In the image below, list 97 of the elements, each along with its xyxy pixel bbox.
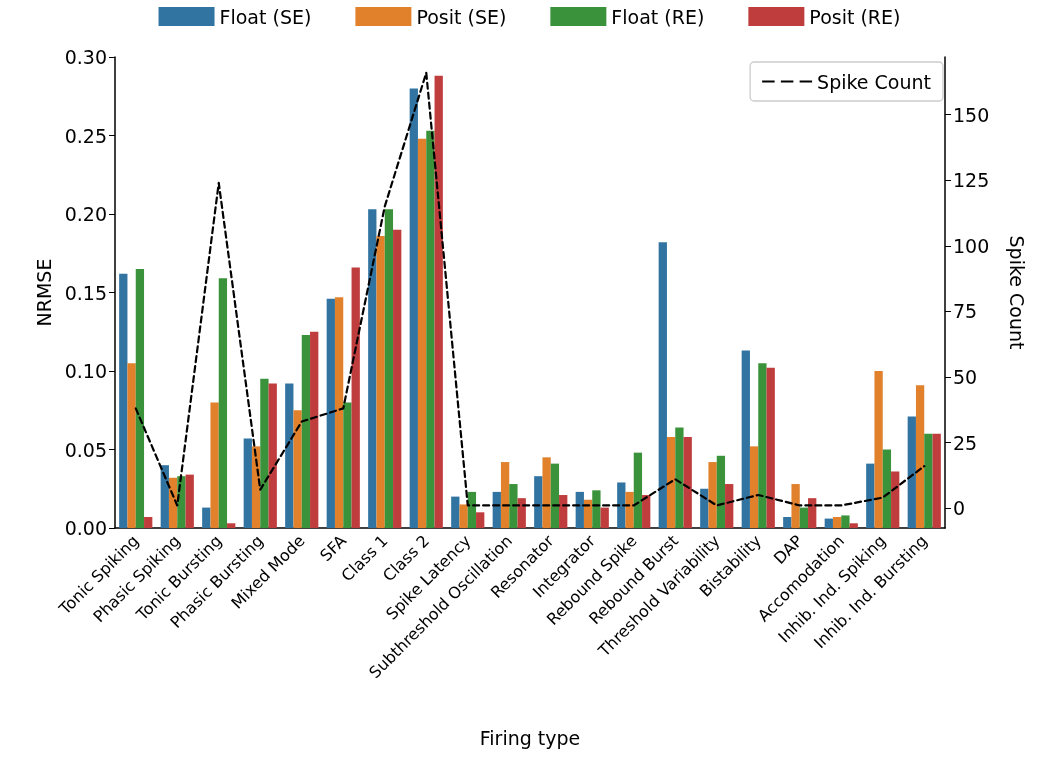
bar [451, 496, 460, 528]
bar [924, 433, 933, 528]
bar [426, 130, 435, 528]
bar [260, 378, 269, 528]
bar [467, 491, 477, 528]
y-axis-title: NRMSE [32, 258, 55, 327]
bar [592, 490, 601, 528]
bar [832, 517, 842, 528]
legend-label: Float (RE) [611, 5, 705, 28]
bar [683, 436, 692, 528]
bar [708, 462, 717, 528]
y-tick-label: 0.30 [64, 46, 107, 68]
bar [376, 235, 385, 528]
bar [227, 523, 236, 528]
bar [841, 515, 850, 528]
y-tick-label: 0.00 [64, 517, 107, 539]
bar [658, 242, 667, 528]
bar [633, 452, 643, 528]
bar [409, 88, 418, 528]
bar [202, 507, 211, 528]
legend-label: Posit (RE) [809, 5, 901, 28]
y2-tick-label: 100 [953, 234, 990, 257]
bar [882, 449, 892, 528]
bar [210, 402, 219, 528]
bar [326, 298, 335, 528]
bar [600, 507, 609, 528]
bar [716, 455, 726, 528]
bar [799, 507, 809, 528]
y2-tick-label: 0 [953, 497, 966, 520]
bar [268, 383, 277, 528]
bar [866, 463, 875, 528]
bar [243, 438, 252, 528]
bar [293, 410, 302, 528]
y2-tick-label: 125 [953, 169, 990, 192]
bar [119, 273, 128, 528]
bar [575, 491, 584, 528]
bar [700, 488, 709, 528]
y-tick-label: 0.25 [64, 124, 107, 147]
y2-tick-label: 50 [953, 365, 978, 388]
bar [393, 229, 402, 528]
bar [351, 267, 360, 528]
bar [185, 474, 194, 528]
bar [874, 371, 883, 528]
bar [725, 484, 734, 528]
bar [144, 517, 153, 528]
bar [542, 457, 551, 528]
bar [459, 504, 468, 528]
legend-label: Float (SE) [219, 5, 312, 28]
bar [534, 476, 543, 528]
bar [675, 427, 684, 528]
bar [343, 402, 352, 528]
bar [368, 209, 377, 528]
bar [517, 498, 526, 528]
bar [891, 471, 900, 528]
bar [617, 482, 626, 528]
bar [476, 512, 485, 528]
y2-tick-label: 150 [953, 103, 990, 126]
y-tick-label: 0.15 [64, 281, 107, 304]
bar [559, 495, 568, 528]
bar [915, 385, 925, 528]
bar [642, 495, 651, 528]
bar [384, 209, 394, 528]
bar [625, 491, 634, 528]
y-tick-label: 0.10 [64, 360, 107, 382]
y-tick-label: 0.20 [64, 203, 107, 225]
bar [758, 363, 767, 528]
bar [509, 484, 518, 528]
bar [766, 367, 775, 528]
legend-label: Posit (SE) [416, 5, 507, 28]
y-tick-label: 0.05 [64, 438, 107, 461]
bar [127, 363, 136, 528]
bar [310, 331, 319, 528]
bar [160, 465, 169, 528]
bar [434, 75, 443, 528]
y2-tick-label: 25 [953, 431, 978, 454]
y2-tick-label: 75 [953, 300, 978, 323]
bar [301, 334, 311, 528]
bar [285, 383, 294, 528]
bar [417, 138, 427, 528]
bar [135, 268, 145, 528]
bar [783, 517, 792, 528]
y2-axis-title: Spike Count [1005, 235, 1028, 350]
bar [741, 350, 750, 528]
x-axis-title: Firing type [479, 726, 581, 749]
legend-label: Spike Count [817, 70, 932, 93]
bar [749, 446, 759, 528]
bar [500, 462, 510, 528]
bar [907, 416, 916, 528]
bar [791, 484, 800, 528]
bar [334, 297, 344, 528]
bar [932, 433, 941, 528]
bar [824, 518, 833, 528]
bar [849, 523, 858, 528]
bar [218, 278, 228, 528]
bar [808, 498, 817, 528]
bar [550, 463, 560, 528]
bar [666, 436, 676, 528]
